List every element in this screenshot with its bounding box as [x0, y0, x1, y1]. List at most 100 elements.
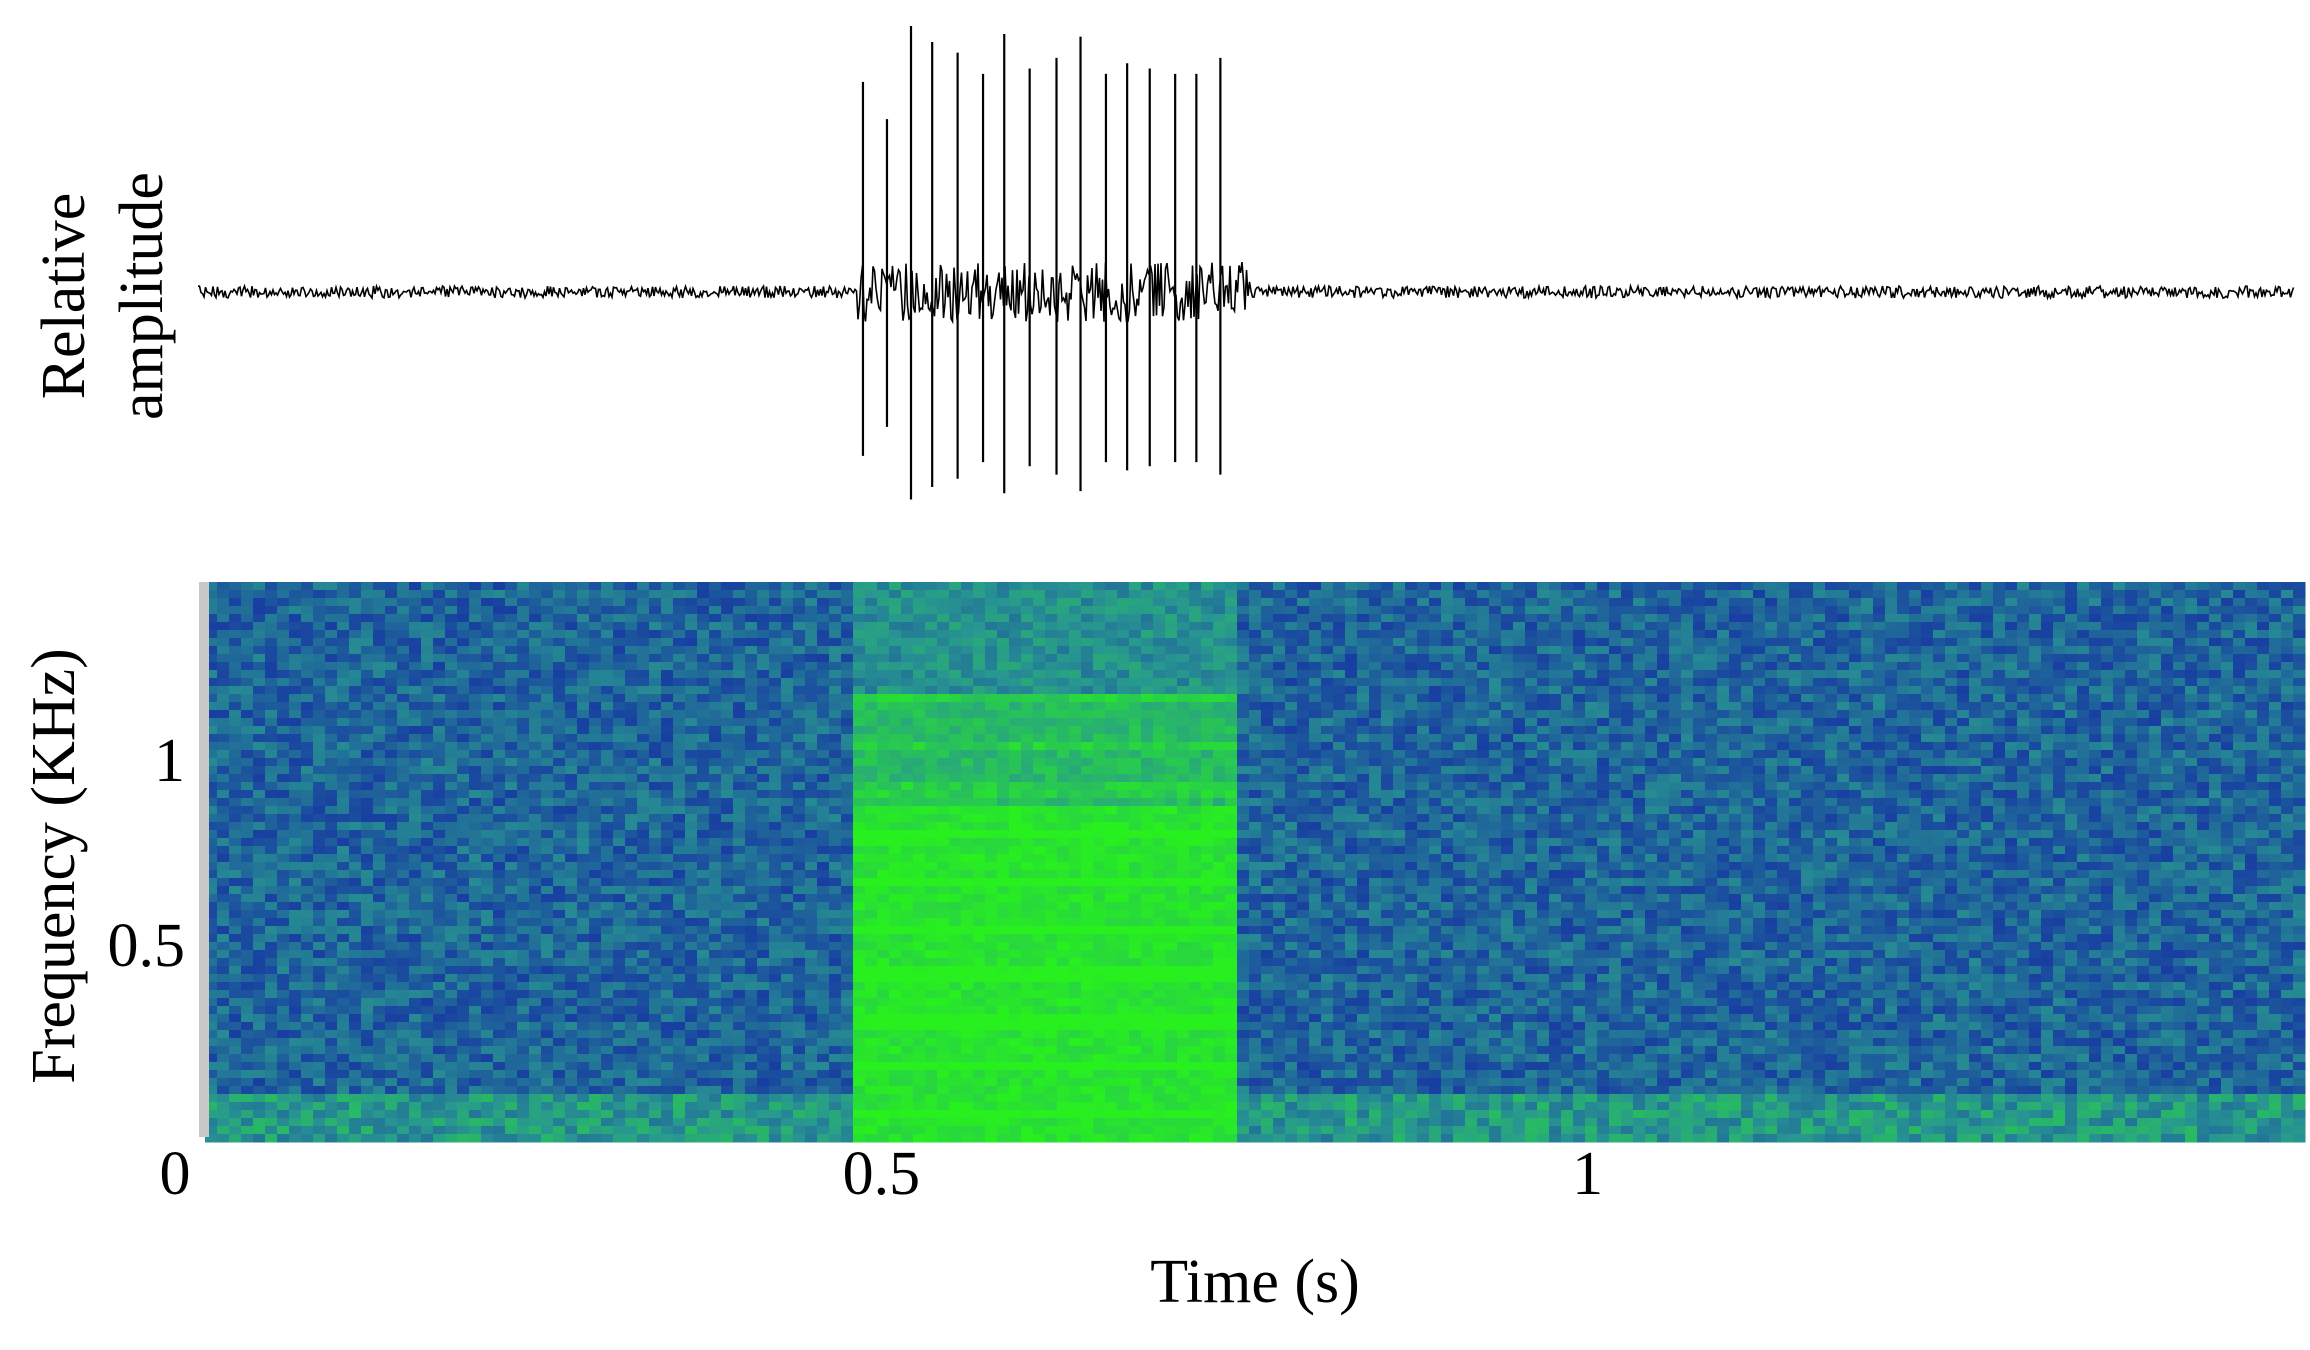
spectrogram-cell	[1621, 790, 1634, 799]
spectrogram-cell	[1777, 622, 1790, 631]
spectrogram-cell	[1561, 734, 1574, 743]
spectrogram-cell	[853, 766, 866, 775]
spectrogram-cell	[577, 646, 590, 655]
spectrogram-cell	[2293, 726, 2306, 735]
spectrogram-cell	[1897, 710, 1910, 719]
spectrogram-cell	[1369, 750, 1382, 759]
spectrogram-cell	[385, 582, 398, 591]
spectrogram-cell	[1117, 734, 1130, 743]
spectrogram-cell	[1093, 734, 1106, 743]
spectrogram-cell	[1633, 694, 1646, 703]
spectrogram-cell	[637, 654, 650, 663]
spectrogram-cell	[829, 654, 842, 663]
spectrogram-cell	[1525, 590, 1538, 599]
spectrogram-cell	[1309, 630, 1322, 639]
spectrogram-cell	[2065, 662, 2078, 671]
spectrogram-cell	[961, 702, 974, 711]
spectrogram-cell	[1297, 702, 1310, 711]
spectrogram-cell	[937, 590, 950, 599]
spectrogram-cell	[1165, 598, 1178, 607]
spectrogram-cell	[1681, 702, 1694, 711]
spectrogram-cell	[1537, 678, 1550, 687]
spectrogram-cell	[1573, 654, 1586, 663]
spectrogram-cell	[1885, 630, 1898, 639]
spectrogram-cell	[673, 742, 686, 751]
spectrogram-cell	[1585, 694, 1598, 703]
spectrogram-cell	[901, 726, 914, 735]
spectrogram-cell	[829, 590, 842, 599]
spectrogram-cell	[289, 590, 302, 599]
spectrogram-cell	[1525, 774, 1538, 783]
spectrogram-cell	[1165, 678, 1178, 687]
spectrogram-cell	[1057, 670, 1070, 679]
spectrogram-cell	[769, 622, 782, 631]
spectrogram-cell	[2137, 678, 2150, 687]
spectrogram-cell	[709, 734, 722, 743]
spectrogram-cell	[2005, 598, 2018, 607]
spectrogram-cell	[1381, 702, 1394, 711]
spectrogram-cell	[577, 622, 590, 631]
spectrogram-cell	[565, 638, 578, 647]
spectrogram-cell	[301, 678, 314, 687]
spectrogram-cell	[2233, 774, 2246, 783]
spectrogram-cell	[961, 630, 974, 639]
spectrogram-cell	[1753, 774, 1766, 783]
spectrogram-cell	[337, 630, 350, 639]
spectrogram-cell	[673, 662, 686, 671]
spectrogram-cell	[2197, 750, 2210, 759]
spectrogram-cell	[1093, 646, 1106, 655]
spectrogram-cell	[2173, 622, 2186, 631]
spectrogram-cell	[1765, 662, 1778, 671]
spectrogram-cell	[2029, 590, 2042, 599]
spectrogram-cell	[1033, 806, 1046, 815]
spectrogram-cell	[1201, 590, 1214, 599]
spectrogram-cell	[1717, 750, 1730, 759]
spectrogram-cell	[1957, 774, 1970, 783]
spectrogram-cell	[397, 590, 410, 599]
spectrogram-cell	[1717, 590, 1730, 599]
spectrogram-cell	[2149, 662, 2162, 671]
spectrogram-cell	[241, 606, 254, 615]
spectrogram-cell	[337, 766, 350, 775]
spectrogram-cell	[1273, 590, 1286, 599]
spectrogram-cell	[949, 686, 962, 695]
spectrogram-cell	[361, 662, 374, 671]
spectrogram-cell	[469, 670, 482, 679]
spectrogram-cell	[589, 726, 602, 735]
spectrogram-cell	[1309, 638, 1322, 647]
spectrogram-cell	[961, 782, 974, 791]
spectrogram-cell	[925, 694, 938, 703]
spectrogram-cell	[421, 694, 434, 703]
spectrogram-cell	[265, 630, 278, 639]
spectrogram-cell	[1525, 598, 1538, 607]
spectrogram-cell	[517, 686, 530, 695]
spectrogram-cell	[2209, 686, 2222, 695]
spectrogram-cell	[373, 646, 386, 655]
spectrogram-cell	[1213, 774, 1226, 783]
spectrogram-cell	[1633, 742, 1646, 751]
spectrogram-cell	[1285, 798, 1298, 807]
spectrogram-cell	[913, 646, 926, 655]
spectrogram-cell	[841, 614, 854, 623]
spectrogram-cell	[313, 750, 326, 759]
spectrogram-cell	[1465, 670, 1478, 679]
spectrogram-cell	[1201, 638, 1214, 647]
spectrogram-cell	[589, 798, 602, 807]
spectrogram-cell	[2125, 694, 2138, 703]
spectrogram-cell	[769, 614, 782, 623]
spectrogram-cell	[421, 726, 434, 735]
spectrogram-cell	[2101, 678, 2114, 687]
spectrogram-cell	[1081, 630, 1094, 639]
spectrogram-cell	[265, 726, 278, 735]
spectrogram-cell	[481, 790, 494, 799]
spectrogram-cell	[829, 766, 842, 775]
spectrogram-cell	[1081, 622, 1094, 631]
spectrogram-cell	[1249, 710, 1262, 719]
spectrogram-cell	[1477, 670, 1490, 679]
spectrogram-cell	[1957, 790, 1970, 799]
spectrogram-cell	[793, 646, 806, 655]
spectrogram-cell	[1741, 734, 1754, 743]
spectrogram-cell	[625, 638, 638, 647]
spectrogram-cell	[1165, 606, 1178, 615]
spectrogram-cell	[553, 742, 566, 751]
